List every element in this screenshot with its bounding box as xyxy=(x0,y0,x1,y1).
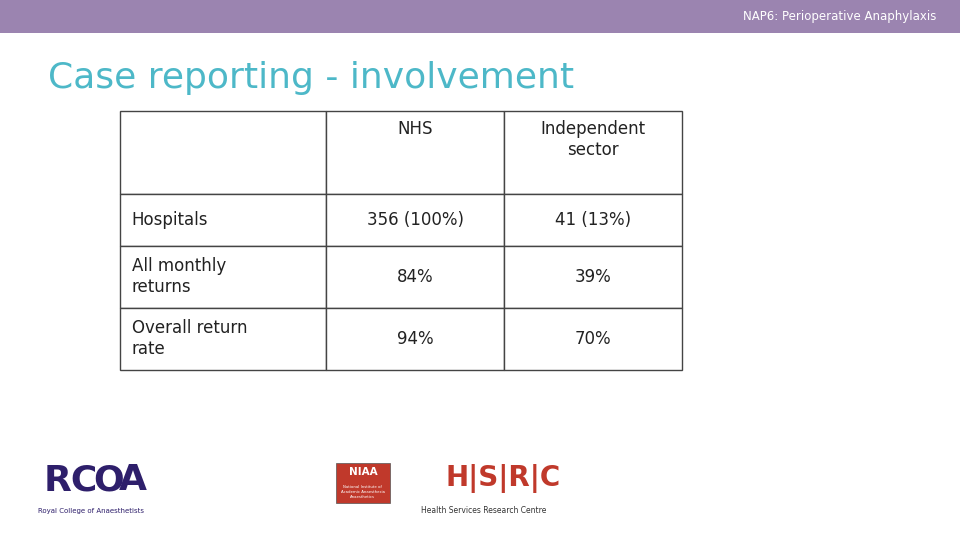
Bar xyxy=(326,308,504,370)
Bar xyxy=(120,246,326,308)
Text: Royal College of Anaesthetists: Royal College of Anaesthetists xyxy=(38,508,144,514)
Bar xyxy=(504,308,682,370)
Bar xyxy=(504,111,682,194)
Text: 39%: 39% xyxy=(574,268,612,286)
Text: 41 (13%): 41 (13%) xyxy=(555,211,631,229)
Text: Hospitals: Hospitals xyxy=(132,211,208,229)
Text: NAP6: NAP6 xyxy=(766,456,885,494)
Text: A: A xyxy=(119,463,147,497)
Bar xyxy=(0,0,960,33)
Bar xyxy=(326,194,504,246)
Text: H|S|R|C: H|S|R|C xyxy=(445,464,561,493)
Bar xyxy=(504,246,682,308)
Bar xyxy=(504,194,682,246)
Text: 94%: 94% xyxy=(396,330,434,348)
Text: 70%: 70% xyxy=(574,330,612,348)
Text: National Audit Project: National Audit Project xyxy=(769,500,882,510)
Text: National Institute of
Academic Anaesthesia
Anaesthetics: National Institute of Academic Anaesthes… xyxy=(341,485,385,498)
Bar xyxy=(336,463,390,503)
Bar xyxy=(120,308,326,370)
Text: Case reporting - involvement: Case reporting - involvement xyxy=(48,62,574,95)
Bar xyxy=(120,111,326,194)
Text: Independent
sector: Independent sector xyxy=(540,120,645,159)
Text: RC: RC xyxy=(44,463,98,497)
Bar xyxy=(326,246,504,308)
Text: All monthly
returns: All monthly returns xyxy=(132,258,226,296)
Text: O: O xyxy=(94,463,125,497)
Text: Health Services Research Centre: Health Services Research Centre xyxy=(421,505,546,515)
Bar xyxy=(326,111,504,194)
Text: NAP6: Perioperative Anaphylaxis: NAP6: Perioperative Anaphylaxis xyxy=(743,10,936,23)
Bar xyxy=(120,194,326,246)
Text: NIAA: NIAA xyxy=(348,468,377,477)
Text: 84%: 84% xyxy=(396,268,434,286)
Text: NHS: NHS xyxy=(397,120,433,138)
Text: Overall return
rate: Overall return rate xyxy=(132,320,247,358)
Text: 356 (100%): 356 (100%) xyxy=(367,211,464,229)
